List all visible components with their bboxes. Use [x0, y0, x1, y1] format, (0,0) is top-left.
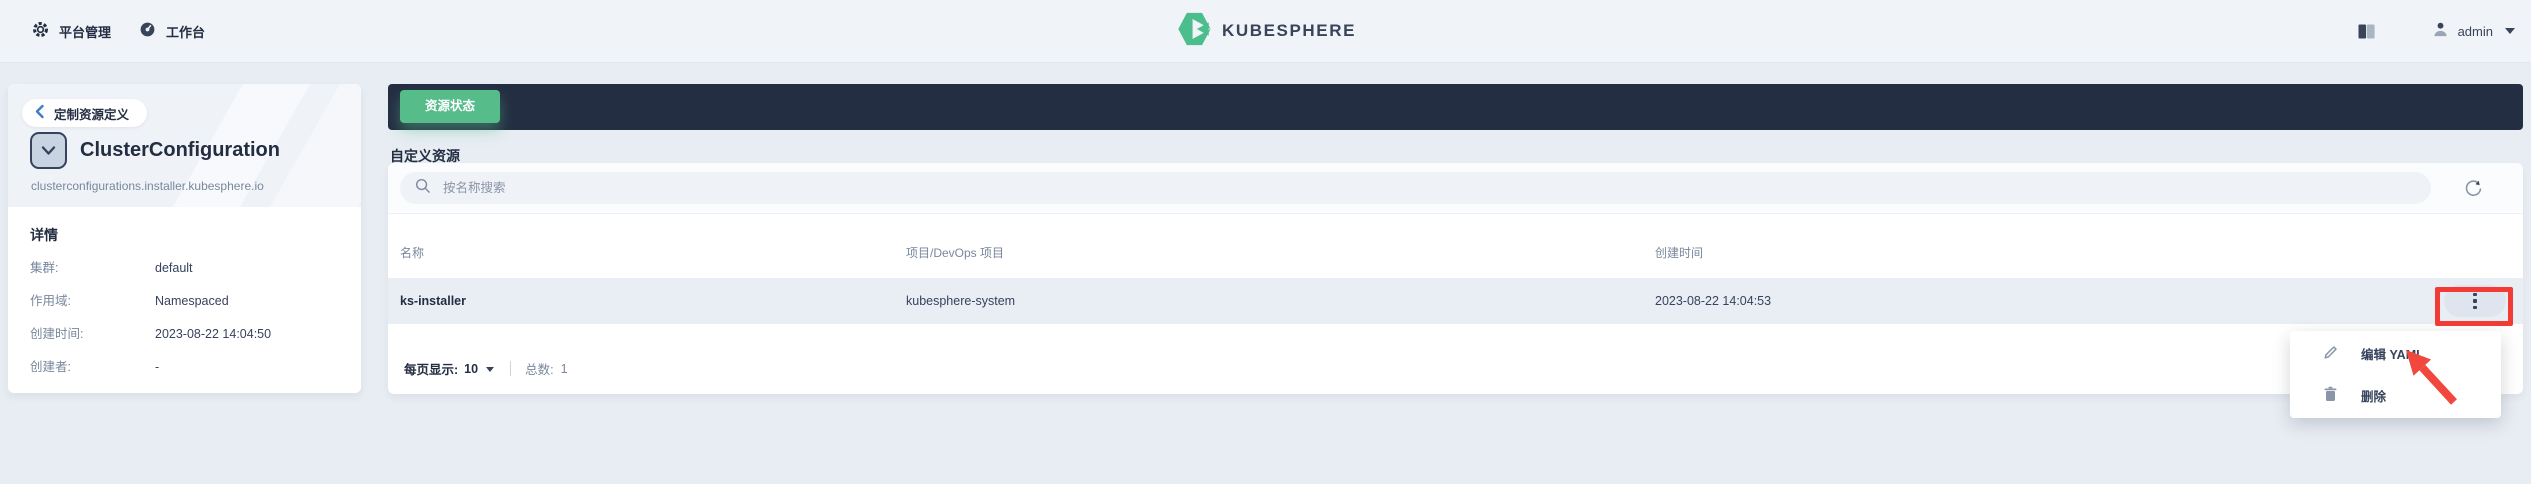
- detail-label: 集群:: [30, 261, 59, 275]
- gear-icon: [32, 21, 49, 41]
- watermark-pattern: [173, 84, 361, 207]
- more-vertical-icon-dot: [2473, 299, 2477, 303]
- table-header: 名称 项目/DevOps 项目 创建时间: [388, 214, 2523, 279]
- detail-value: -: [155, 360, 160, 374]
- docs-icon[interactable]: [2357, 23, 2376, 40]
- refresh-icon[interactable]: [2463, 178, 2483, 198]
- crd-detail-sidebar: 定制资源定义 ClusterConfiguration clusterconfi…: [8, 84, 361, 393]
- crd-kind-icon: [30, 132, 67, 169]
- detail-value: default: [155, 261, 193, 275]
- header-nav-left: 平台管理 工作台: [18, 0, 219, 62]
- tab-resource-status[interactable]: 资源状态: [400, 90, 501, 123]
- caret-down-icon: [2505, 28, 2515, 34]
- cell-created: 2023-08-22 14:04:53: [1655, 294, 1772, 308]
- top-header: 平台管理 工作台 KUBESPHERE: [0, 0, 2531, 63]
- workbench-icon: [139, 21, 156, 41]
- total-value: 1: [560, 361, 568, 376]
- custom-resources-card: 名称 项目/DevOps 项目 创建时间 ks-installer kubesp…: [388, 163, 2523, 394]
- row-actions-dropdown: 编辑 YAML 删除: [2290, 331, 2501, 418]
- section-title-custom-resources: 自定义资源: [390, 148, 460, 164]
- cell-project: kubesphere-system: [906, 294, 1016, 308]
- menu-item-delete[interactable]: 删除: [2290, 375, 2501, 417]
- chevron-left-icon: [34, 104, 45, 122]
- detail-row-scope: 作用域: Namespaced: [30, 294, 339, 309]
- pagination-divider: [510, 361, 512, 376]
- detail-tab-bar: 资源状态: [388, 84, 2523, 130]
- page-title: ClusterConfiguration: [80, 139, 280, 161]
- user-menu[interactable]: admin: [2432, 21, 2515, 41]
- sidebar-hero: 定制资源定义 ClusterConfiguration clusterconfi…: [8, 84, 361, 207]
- search-input[interactable]: [441, 180, 2431, 196]
- back-breadcrumb[interactable]: 定制资源定义: [22, 99, 148, 127]
- more-vertical-icon-dot: [2473, 305, 2477, 310]
- details-heading: 详情: [30, 227, 58, 243]
- nav-workbench-label: 工作台: [166, 24, 206, 40]
- crd-full-name: clusterconfigurations.installer.kubesphe…: [31, 179, 264, 193]
- search-bar[interactable]: [400, 172, 2431, 204]
- trash-icon: [2323, 386, 2338, 405]
- pagination-bar: 每页显示: 10 总数: 1: [404, 359, 568, 378]
- header-nav-right: admin: [2357, 0, 2515, 62]
- column-header-project[interactable]: 项目/DevOps 项目: [906, 246, 1005, 260]
- crd-title-block: ClusterConfiguration: [30, 132, 280, 169]
- kubesphere-logo-icon: [1175, 11, 1213, 52]
- cell-name[interactable]: ks-installer: [400, 294, 467, 308]
- more-vertical-icon: [2473, 292, 2477, 297]
- logo-text: KUBESPHERE: [1221, 21, 1357, 40]
- per-page-label: 每页显示:: [404, 363, 459, 377]
- detail-label: 创建者:: [30, 360, 71, 374]
- detail-value: Namespaced: [155, 294, 229, 308]
- column-header-name[interactable]: 名称: [400, 246, 425, 260]
- detail-row-creator: 创建者: -: [30, 360, 339, 375]
- per-page-caret-icon[interactable]: [486, 367, 495, 372]
- detail-label: 作用域:: [30, 294, 71, 308]
- per-page-value[interactable]: 10: [464, 361, 479, 376]
- details-panel: 详情 集群: default 作用域: Namespaced 创建时间: 202…: [8, 207, 361, 375]
- menu-item-edit-yaml[interactable]: 编辑 YAML: [2290, 333, 2501, 375]
- table-row[interactable]: ks-installer kubesphere-system 2023-08-2…: [388, 278, 2523, 324]
- table-toolbar: [388, 163, 2523, 214]
- column-header-created[interactable]: 创建时间: [1655, 246, 1704, 260]
- detail-label: 创建时间:: [30, 327, 84, 341]
- search-icon: [415, 178, 431, 199]
- nav-platform-management[interactable]: 平台管理: [18, 21, 125, 41]
- kubesphere-logo[interactable]: KUBESPHERE: [1175, 0, 1356, 62]
- total-label: 总数:: [525, 363, 554, 377]
- detail-row-cluster: 集群: default: [30, 261, 339, 276]
- annotation-highlight-box: [2435, 287, 2513, 326]
- user-avatar-icon: [2432, 21, 2449, 41]
- username: admin: [2457, 23, 2493, 39]
- detail-value: 2023-08-22 14:04:50: [155, 327, 272, 341]
- nav-workbench[interactable]: 工作台: [125, 21, 219, 41]
- detail-row-created-time: 创建时间: 2023-08-22 14:04:50: [30, 327, 339, 342]
- back-label: 定制资源定义: [54, 107, 130, 122]
- pencil-icon: [2323, 345, 2338, 363]
- annotation-arrow: [2398, 344, 2462, 413]
- nav-platform-label: 平台管理: [59, 24, 112, 40]
- menu-item-label: 删除: [2361, 390, 2387, 404]
